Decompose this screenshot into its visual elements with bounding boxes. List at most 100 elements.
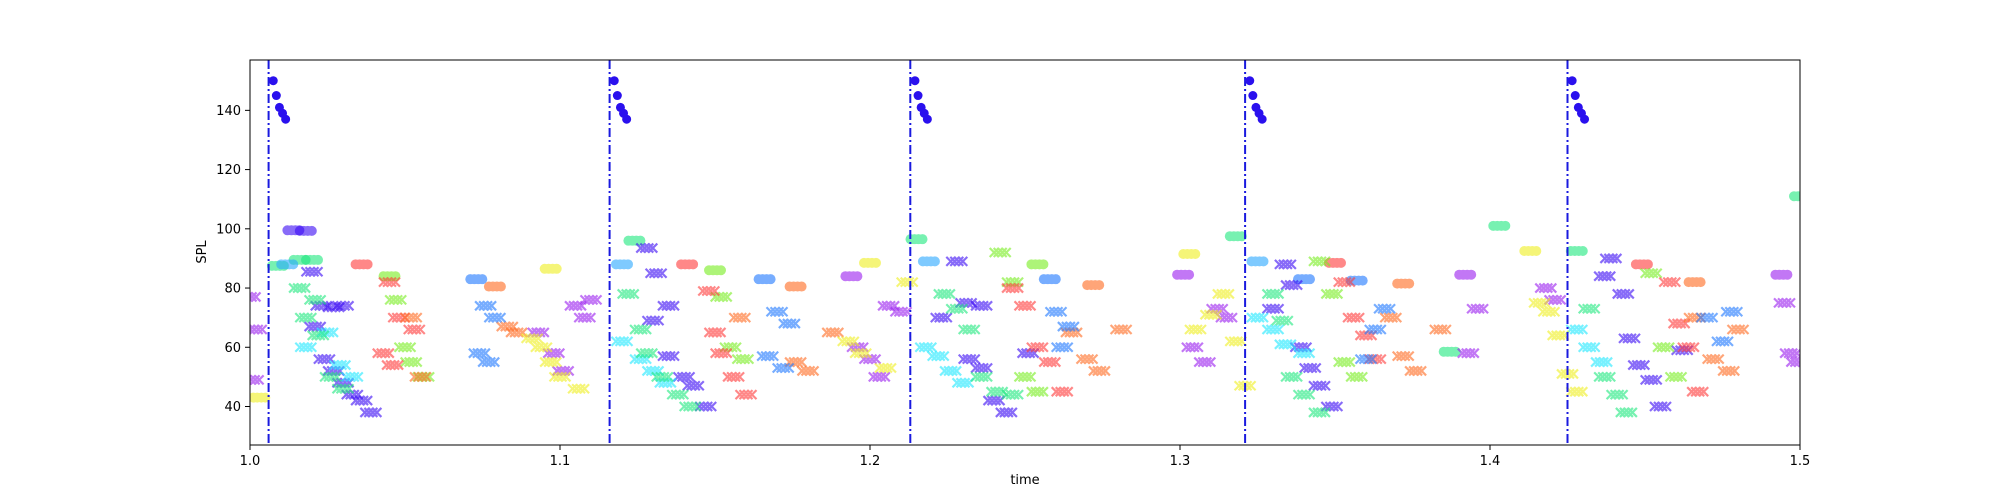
onset-dot bbox=[1245, 76, 1255, 86]
x-tick-label: 1.5 bbox=[1790, 454, 1811, 469]
data-point bbox=[709, 291, 733, 303]
data-point bbox=[294, 312, 318, 323]
data-point bbox=[300, 266, 324, 278]
data-point bbox=[579, 294, 603, 306]
data-point bbox=[1271, 315, 1294, 326]
data-point bbox=[313, 353, 336, 365]
data-point bbox=[1082, 280, 1105, 291]
y-tick-label: 100 bbox=[216, 222, 241, 237]
data-point bbox=[1354, 353, 1378, 365]
data-point bbox=[1233, 380, 1257, 392]
data-point bbox=[1627, 359, 1651, 371]
data-point bbox=[1605, 389, 1629, 400]
data-point bbox=[995, 407, 1018, 418]
data-point bbox=[1088, 365, 1111, 377]
data-point bbox=[1577, 303, 1601, 315]
data-point bbox=[1109, 324, 1133, 335]
data-point bbox=[1590, 356, 1613, 368]
data-point bbox=[957, 353, 981, 365]
data-point bbox=[1178, 248, 1201, 259]
onset-dot bbox=[609, 76, 619, 86]
data-point bbox=[837, 336, 860, 347]
data-point bbox=[1172, 269, 1195, 280]
data-point bbox=[629, 324, 652, 335]
data-point bbox=[1246, 256, 1269, 267]
data-point bbox=[722, 371, 745, 383]
data-point bbox=[889, 306, 913, 318]
data-point bbox=[1618, 333, 1641, 344]
data-point bbox=[1438, 346, 1461, 357]
data-point bbox=[1320, 288, 1344, 300]
data-point bbox=[1686, 386, 1709, 397]
data-point bbox=[319, 371, 342, 383]
y-tick-label: 60 bbox=[224, 341, 241, 356]
data-point bbox=[1373, 303, 1396, 315]
data-point bbox=[970, 300, 993, 312]
data-point bbox=[1546, 330, 1570, 341]
data-point bbox=[1184, 324, 1207, 335]
data-point bbox=[765, 306, 789, 318]
data-point bbox=[496, 321, 519, 332]
data-point bbox=[468, 347, 491, 359]
data-point bbox=[1026, 386, 1049, 397]
data-point bbox=[933, 288, 956, 300]
data-point bbox=[1057, 321, 1080, 332]
onset-dot bbox=[268, 76, 278, 86]
data-point bbox=[1224, 231, 1247, 242]
data-point bbox=[753, 274, 776, 285]
data-point bbox=[1577, 341, 1601, 353]
x-tick-label: 1.1 bbox=[550, 454, 571, 469]
data-point bbox=[1050, 386, 1074, 397]
data-point bbox=[874, 362, 897, 374]
data-point bbox=[728, 312, 752, 323]
data-point bbox=[1013, 371, 1037, 383]
y-tick-label: 140 bbox=[216, 104, 241, 119]
data-point bbox=[539, 356, 562, 368]
onset-dot bbox=[1248, 91, 1258, 101]
data-point bbox=[306, 330, 330, 341]
data-point bbox=[1292, 347, 1316, 359]
data-point bbox=[709, 347, 733, 359]
data-point bbox=[756, 350, 779, 362]
data-point bbox=[682, 380, 705, 392]
data-point bbox=[957, 324, 981, 335]
data-point bbox=[520, 333, 544, 344]
data-point bbox=[384, 294, 407, 306]
data-point bbox=[564, 300, 587, 312]
onset-lines bbox=[267, 60, 1590, 445]
data-point bbox=[1466, 303, 1489, 315]
x-axis: 1.0 1.1 1.2 1.3 1.4 1.5 bbox=[240, 445, 1811, 469]
data-point bbox=[1001, 389, 1024, 400]
data-point bbox=[1391, 350, 1415, 362]
data-point bbox=[1454, 269, 1477, 280]
data-point bbox=[926, 350, 950, 362]
y-tick-label: 40 bbox=[224, 400, 241, 415]
x-axis-label: time bbox=[1010, 473, 1039, 488]
data-point bbox=[1379, 312, 1403, 323]
data-point bbox=[1404, 365, 1427, 377]
data-point bbox=[1013, 300, 1037, 312]
data-point bbox=[328, 359, 352, 371]
data-point bbox=[1593, 270, 1616, 282]
data-point bbox=[294, 225, 317, 236]
data-point bbox=[849, 347, 872, 359]
data-point bbox=[350, 259, 373, 270]
onset-dot bbox=[913, 91, 923, 101]
data-point bbox=[1429, 324, 1452, 335]
data-point bbox=[1677, 341, 1700, 353]
data-point bbox=[1181, 341, 1204, 353]
data-point bbox=[1639, 267, 1663, 279]
data-point bbox=[1224, 336, 1248, 347]
data-point bbox=[1333, 276, 1356, 288]
data-point bbox=[393, 341, 417, 353]
data-point bbox=[1658, 276, 1682, 288]
data-point bbox=[1711, 336, 1734, 347]
data-point bbox=[1308, 380, 1331, 392]
data-point bbox=[567, 383, 590, 395]
data-point bbox=[610, 336, 634, 347]
data-point bbox=[288, 282, 311, 294]
data-point bbox=[1050, 341, 1074, 353]
data-point bbox=[372, 347, 395, 359]
data-point bbox=[1639, 374, 1663, 386]
data-point bbox=[1726, 324, 1750, 335]
